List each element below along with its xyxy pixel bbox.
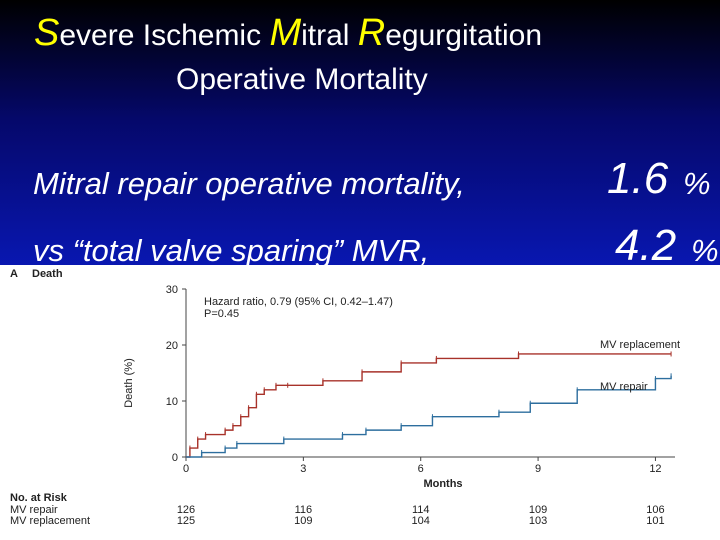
x-tick-label-0: 0 bbox=[183, 463, 189, 475]
y-tick-label-2: 20 bbox=[166, 340, 178, 352]
y-tick-label-1: 10 bbox=[166, 396, 178, 408]
risk-value-0-0: 126 bbox=[177, 504, 195, 516]
x-tick-label-3: 9 bbox=[535, 463, 541, 475]
y-axis-label: Death (%) bbox=[123, 358, 135, 408]
risk-row-label-replacement: MV replacement bbox=[10, 515, 90, 527]
title-letter-r: R bbox=[357, 12, 386, 54]
hazard-ratio-text: Hazard ratio, 0.79 (95% CI, 0.42–1.47) bbox=[204, 296, 393, 308]
risk-value-1-4: 101 bbox=[646, 515, 664, 527]
repair-mortality-label: Mitral repair operative mortality, bbox=[33, 166, 465, 201]
title-part-2: itral bbox=[301, 19, 358, 52]
title-part-1: evere Ischemic bbox=[59, 19, 270, 52]
x-tick-label-4: 12 bbox=[649, 463, 661, 475]
repair-mortality-value: 1.6 bbox=[607, 154, 669, 203]
risk-value-0-2: 114 bbox=[412, 504, 430, 516]
y-tick-label-0: 0 bbox=[172, 452, 178, 464]
replacement-mortality-value: 4.2 bbox=[615, 221, 677, 270]
series-label-1: MV repair bbox=[600, 381, 648, 393]
repair-mortality-stat: Mitral repair operative mortality, 1.6 % bbox=[33, 154, 711, 203]
risk-value-0-1: 116 bbox=[295, 504, 313, 516]
slide-subtitle: Operative Mortality bbox=[176, 63, 428, 96]
risk-value-1-2: 104 bbox=[412, 515, 430, 527]
replacement-mortality-label: vs “total valve sparing” MVR, bbox=[33, 233, 430, 268]
series-line-0 bbox=[186, 353, 672, 458]
x-tick-label-2: 6 bbox=[418, 463, 424, 475]
y-tick-label-3: 30 bbox=[166, 284, 178, 296]
panel-label: A bbox=[10, 268, 18, 280]
risk-row-label-repair: MV repair bbox=[10, 504, 58, 516]
p-value-text: P=0.45 bbox=[204, 308, 239, 320]
risk-value-0-4: 106 bbox=[646, 504, 664, 516]
panel-title: Death bbox=[32, 268, 63, 280]
title-letter-m: M bbox=[269, 12, 302, 54]
risk-table-header: No. at Risk bbox=[10, 492, 68, 504]
slide-title: Severe Ischemic Mitral Regurgitation bbox=[34, 12, 542, 55]
replacement-mortality-stat: vs “total valve sparing” MVR, 4.2 % bbox=[33, 221, 719, 270]
repair-mortality-unit: % bbox=[683, 166, 711, 201]
chart-axes: 0 10 20 30 0 3 6 9 12 bbox=[166, 284, 675, 475]
kaplan-meier-panel: A Death Death (%) Months Hazard ratio, 0… bbox=[0, 265, 720, 540]
x-axis-label: Months bbox=[423, 478, 462, 490]
death-chart: A Death Death (%) Months Hazard ratio, 0… bbox=[10, 268, 680, 527]
title-letter-s: S bbox=[34, 12, 60, 54]
series-label-0: MV replacement bbox=[600, 339, 680, 351]
risk-value-1-1: 109 bbox=[294, 515, 312, 527]
risk-value-1-3: 103 bbox=[529, 515, 547, 527]
replacement-mortality-unit: % bbox=[691, 233, 719, 268]
risk-value-0-3: 109 bbox=[529, 504, 547, 516]
series-line-1 bbox=[186, 375, 672, 458]
x-tick-label-1: 3 bbox=[300, 463, 306, 475]
risk-value-1-0: 125 bbox=[177, 515, 195, 527]
title-part-3: egurgitation bbox=[385, 19, 543, 52]
